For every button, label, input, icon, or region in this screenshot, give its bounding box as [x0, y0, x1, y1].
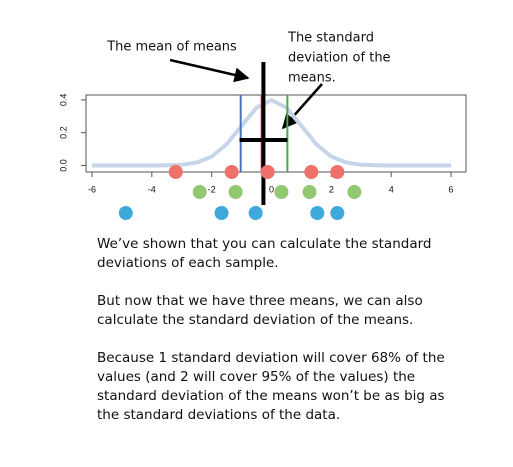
- arrow: [282, 83, 323, 130]
- x-tick-label: -6: [88, 184, 96, 194]
- data-point: [302, 185, 317, 199]
- x-tick-label: 2: [329, 184, 334, 194]
- x-tick-label: 4: [389, 184, 394, 194]
- data-point: [168, 165, 183, 179]
- paragraph-line: deviations of each sample.: [97, 255, 279, 271]
- paragraph-line: standard deviation of the means won’t be…: [97, 388, 445, 404]
- data-point: [224, 165, 239, 179]
- x-tick-label: -2: [208, 184, 216, 194]
- data-point: [310, 206, 325, 220]
- annotation: The standard: [287, 31, 374, 46]
- x-tick-label: 6: [449, 184, 454, 194]
- data-point: [248, 206, 263, 220]
- data-point: [330, 206, 345, 220]
- y-tick-label: 0.2: [58, 126, 68, 139]
- paragraph-line: We’ve shown that you can calculate the s…: [97, 236, 432, 252]
- data-point: [260, 165, 275, 179]
- data-point: [228, 185, 243, 199]
- data-point: [304, 165, 319, 179]
- paragraph-line: But now that we have three means, we can…: [97, 293, 423, 309]
- arrow: [169, 58, 250, 83]
- paragraph-line: the standard deviations of the data.: [97, 407, 340, 423]
- annotation: The mean of means: [106, 40, 237, 55]
- annotation: means.: [288, 71, 336, 86]
- data-point: [274, 185, 289, 199]
- y-tick-label: 0.4: [58, 94, 68, 107]
- data-point: [330, 165, 345, 179]
- data-point: [118, 206, 133, 220]
- data-point: [347, 185, 362, 199]
- paragraph-line: values (and 2 will cover 95% of the valu…: [97, 369, 415, 385]
- x-tick-label: -4: [148, 184, 156, 194]
- paragraph-line: calculate the standard deviation of the …: [97, 312, 413, 328]
- paragraph-line: Because 1 standard deviation will cover …: [97, 350, 445, 366]
- density-curve: [91, 97, 452, 168]
- data-point: [192, 185, 207, 199]
- annotation: deviation of the: [288, 51, 391, 66]
- data-point: [214, 206, 229, 220]
- y-tick-label: 0.0: [58, 159, 68, 172]
- x-tick-label: 0: [269, 184, 274, 194]
- plot-frame: [85, 94, 467, 173]
